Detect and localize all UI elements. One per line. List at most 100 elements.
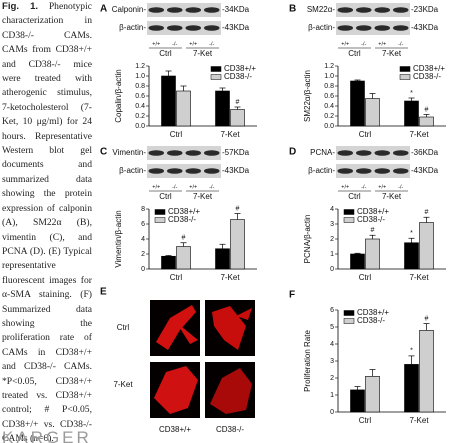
blot-size: -43KDa — [411, 23, 439, 32]
y-tick-label: 0 — [141, 266, 145, 273]
cell-stain — [156, 305, 198, 350]
bar — [215, 90, 230, 127]
y-tick-label: 0 — [330, 266, 334, 273]
y-axis-title: SM22α/β-actin — [303, 70, 312, 122]
blot-band — [166, 25, 183, 31]
blot-band — [355, 168, 372, 174]
figure-caption: Fig. 1. Phenotypic characterization in C… — [2, 0, 92, 443]
y-tick-label: 1.0 — [135, 73, 145, 80]
y-axis-title: PCNA/β-actin — [303, 215, 312, 264]
panel-letter: D — [289, 147, 296, 158]
legend-swatch — [343, 310, 355, 316]
caption-label: Fig. 1. — [2, 1, 39, 12]
blot-size: -43KDa — [222, 23, 250, 32]
caption-text: Phenotypic characterization in CD38-/- C… — [2, 1, 92, 443]
blot-protein: Calponin- — [112, 5, 147, 14]
legend-label: CD38+/+ — [357, 308, 389, 317]
y-tick-label: 0.0 — [324, 123, 334, 130]
lane-label: -/- — [361, 184, 366, 190]
x-tick-label: 7-Ket — [409, 130, 429, 139]
blot-protein: PCNA- — [310, 148, 335, 157]
bar — [215, 248, 230, 270]
blot-band — [355, 7, 372, 13]
y-tick-label: 3 — [330, 358, 334, 365]
bar — [365, 238, 380, 270]
y-tick-label: 1 — [330, 251, 334, 258]
significance-mark: * — [410, 348, 413, 355]
x-tick-label: Ctrl — [170, 273, 183, 282]
blot-band — [355, 150, 372, 156]
blot-protein: Vimentin- — [112, 148, 146, 157]
legend-label: CD38-/- — [357, 316, 385, 325]
blot-band — [185, 150, 202, 156]
blot-band — [374, 7, 391, 13]
blot-protein: β-actin- — [119, 166, 146, 175]
blot-band — [166, 7, 183, 13]
y-axis-title: Copalin/β-actin — [114, 69, 123, 123]
legend-label: CD38-/- — [224, 72, 252, 81]
y-tick-label: 0.6 — [135, 93, 145, 100]
legend-label: CD38+/+ — [224, 64, 256, 73]
x-tick-label: 7-Ket — [220, 130, 240, 139]
blot-band — [392, 7, 409, 13]
y-tick-label: 3 — [330, 221, 334, 228]
bar — [161, 255, 176, 270]
blot-band — [203, 150, 220, 156]
blot-strip — [336, 3, 410, 17]
blot-band — [203, 25, 220, 31]
group-label: Ctrl — [159, 192, 172, 201]
blot-band — [185, 25, 202, 31]
row-label: Ctrl — [117, 323, 130, 332]
blot-size: -57KDa — [222, 148, 250, 157]
blot-band — [374, 168, 391, 174]
bar — [404, 242, 419, 270]
significance-mark: # — [371, 227, 375, 234]
blot-band — [166, 150, 183, 156]
blot-band — [148, 168, 165, 174]
bar — [404, 364, 419, 413]
lane-label: +/+ — [152, 184, 160, 190]
blot-size: -36KDa — [411, 148, 439, 157]
blot-protein: β-actin- — [119, 23, 146, 32]
y-tick-label: 2 — [330, 375, 334, 382]
lane-label: +/+ — [152, 41, 160, 47]
y-tick-label: 4 — [141, 236, 145, 243]
y-tick-label: 0.8 — [324, 83, 334, 90]
blot-strip — [336, 146, 410, 160]
bar — [365, 375, 380, 413]
blot-band — [166, 168, 183, 174]
blot-band — [392, 25, 409, 31]
fluorescent-images — [150, 300, 255, 418]
blot-size: -43KDa — [222, 166, 250, 175]
blot-band — [337, 150, 354, 156]
y-tick-label: 0.4 — [135, 103, 145, 110]
significance-mark: # — [425, 315, 429, 322]
group-label: 7-Ket — [382, 192, 402, 201]
blot-protein: β-actin- — [308, 166, 335, 175]
y-tick-label: 2 — [141, 251, 145, 258]
y-tick-label: 1 — [330, 392, 334, 399]
y-tick-label: 0.2 — [135, 113, 145, 120]
x-tick-label: 7-Ket — [409, 416, 429, 425]
blot-band — [148, 150, 165, 156]
y-tick-label: 8 — [141, 206, 145, 213]
significance-mark: # — [425, 209, 429, 216]
legend-swatch — [343, 209, 355, 215]
blot-band — [355, 25, 372, 31]
lane-label: -/- — [172, 184, 177, 190]
blot-band — [374, 150, 391, 156]
lane-label: +/+ — [378, 41, 386, 47]
legend-label: CD38-/- — [168, 215, 196, 224]
lane-label: +/+ — [378, 184, 386, 190]
cell-stain — [154, 366, 198, 414]
significance-mark: # — [182, 235, 186, 242]
cell-stain — [210, 368, 252, 414]
blot-strip — [147, 164, 221, 178]
y-tick-label: 2 — [330, 236, 334, 243]
lane-label: -/- — [398, 41, 403, 47]
panel-letter: B — [289, 4, 296, 15]
blot-band — [203, 168, 220, 174]
bar — [365, 98, 380, 127]
